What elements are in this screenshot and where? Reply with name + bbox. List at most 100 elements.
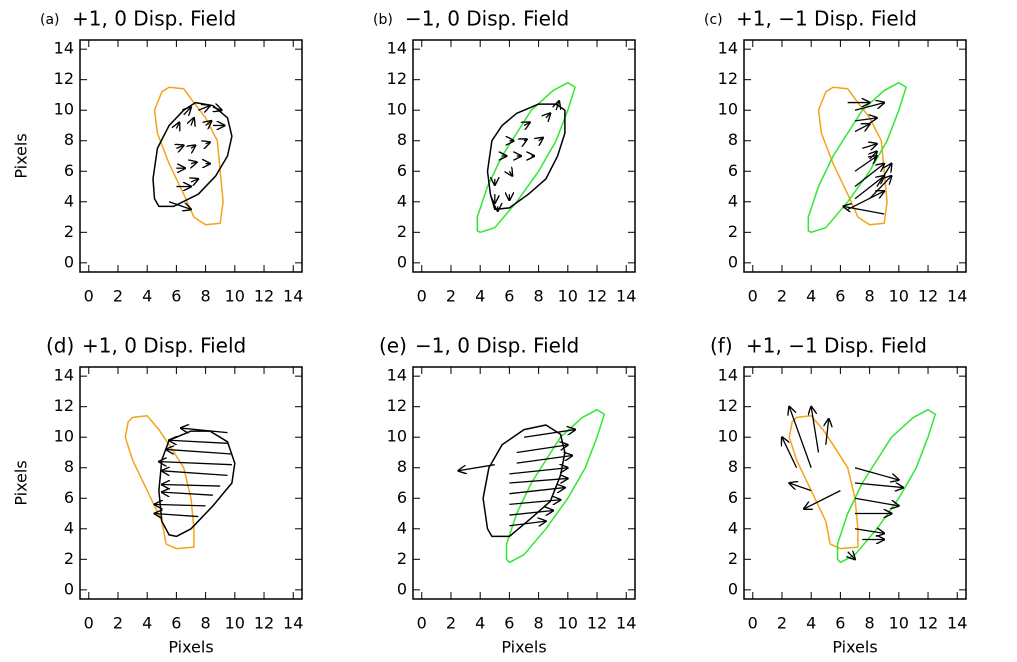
panel-title: +1, −1 Disp. Field bbox=[746, 334, 927, 358]
y-tick-label: 14 bbox=[387, 39, 407, 58]
x-axis-label: Pixels bbox=[168, 638, 213, 657]
x-tick-label: 14 bbox=[616, 287, 636, 306]
panel-title: +1, 0 Disp. Field bbox=[82, 334, 246, 358]
contour bbox=[788, 415, 859, 550]
contour bbox=[817, 86, 888, 226]
vector-arrow bbox=[162, 485, 221, 487]
contour bbox=[486, 103, 566, 211]
x-tick-label: 8 bbox=[534, 287, 544, 306]
y-tick-label: 2 bbox=[728, 549, 738, 568]
vector-arrow bbox=[509, 478, 567, 484]
vector-arrow bbox=[804, 490, 841, 509]
vector-arrow bbox=[854, 483, 903, 488]
vector-arrow bbox=[181, 428, 228, 433]
contour bbox=[482, 424, 566, 538]
vector-arrow bbox=[516, 456, 573, 464]
x-tick-label: 12 bbox=[587, 614, 607, 633]
vector-arrow bbox=[458, 464, 495, 471]
y-tick-label: 4 bbox=[64, 518, 74, 537]
x-tick-label: 0 bbox=[84, 614, 94, 633]
y-axis-label: Pixels bbox=[12, 133, 31, 178]
vector-arrow bbox=[854, 467, 899, 480]
vector-arrow bbox=[206, 121, 212, 126]
vector-arrow bbox=[184, 107, 191, 115]
x-tick-label: 4 bbox=[142, 287, 152, 306]
x-tick-label: 2 bbox=[446, 287, 456, 306]
y-tick-label: 4 bbox=[397, 518, 407, 537]
x-tick-label: 12 bbox=[918, 287, 938, 306]
vector-arrow bbox=[509, 521, 546, 526]
vector-arrow bbox=[789, 483, 812, 492]
plot-frame bbox=[79, 39, 303, 273]
y-tick-label: 6 bbox=[64, 161, 74, 180]
x-tick-label: 10 bbox=[558, 287, 578, 306]
x-tick-label: 6 bbox=[835, 287, 845, 306]
vector-arrow bbox=[862, 144, 877, 149]
y-tick-label: 6 bbox=[728, 488, 738, 507]
x-tick-label: 12 bbox=[254, 287, 274, 306]
vector-arrow bbox=[546, 113, 550, 118]
panel-label: (e) bbox=[379, 334, 407, 358]
vector-arrow bbox=[509, 468, 567, 475]
x-tick-label: 14 bbox=[283, 287, 303, 306]
vector-arrow bbox=[848, 552, 855, 560]
x-tick-label: 2 bbox=[777, 287, 787, 306]
vector-arrow bbox=[191, 118, 194, 126]
x-tick-label: 8 bbox=[201, 614, 211, 633]
y-tick-label: 14 bbox=[54, 366, 74, 385]
x-tick-label: 0 bbox=[417, 614, 427, 633]
x-tick-label: 4 bbox=[142, 614, 152, 633]
vector-arrow bbox=[876, 164, 892, 187]
vector-arrow bbox=[176, 122, 179, 128]
y-tick-label: 12 bbox=[54, 69, 74, 88]
y-tick-label: 12 bbox=[387, 69, 407, 88]
x-tick-label: 8 bbox=[534, 614, 544, 633]
plot-frame bbox=[412, 366, 636, 600]
y-tick-label: 12 bbox=[54, 396, 74, 415]
y-tick-label: 8 bbox=[397, 130, 407, 149]
y-tick-label: 2 bbox=[64, 222, 74, 241]
y-tick-label: 14 bbox=[54, 39, 74, 58]
x-tick-label: 4 bbox=[475, 614, 485, 633]
plot-frame bbox=[743, 366, 967, 600]
x-tick-label: 6 bbox=[504, 614, 514, 633]
plot-frame bbox=[79, 366, 303, 600]
vector-arrow bbox=[516, 445, 568, 454]
panel-label: (f) bbox=[710, 334, 733, 358]
vector-arrow bbox=[162, 471, 228, 477]
vector-arrow bbox=[854, 118, 877, 121]
vector-arrow bbox=[176, 145, 183, 148]
vector-arrow bbox=[843, 206, 885, 215]
vector-arrow bbox=[168, 201, 191, 210]
y-tick-label: 0 bbox=[397, 252, 407, 271]
vector-arrow bbox=[154, 504, 206, 506]
vector-arrow bbox=[782, 437, 798, 469]
y-tick-label: 12 bbox=[718, 396, 738, 415]
plot-frame bbox=[743, 39, 967, 273]
y-tick-label: 6 bbox=[728, 161, 738, 180]
y-tick-label: 12 bbox=[718, 69, 738, 88]
x-tick-label: 2 bbox=[113, 614, 123, 633]
vector-arrow bbox=[191, 179, 198, 182]
x-tick-label: 8 bbox=[865, 287, 875, 306]
vector-arrow bbox=[524, 122, 530, 125]
x-tick-label: 6 bbox=[504, 287, 514, 306]
vector-arrow bbox=[847, 191, 885, 211]
x-tick-label: 8 bbox=[865, 614, 875, 633]
contour bbox=[124, 415, 195, 550]
vector-arrow bbox=[811, 407, 820, 453]
vector-arrow bbox=[191, 162, 197, 164]
y-tick-label: 0 bbox=[728, 252, 738, 271]
vector-arrow bbox=[509, 488, 564, 495]
vector-arrow bbox=[198, 106, 210, 111]
x-tick-label: 12 bbox=[254, 614, 274, 633]
x-tick-label: 14 bbox=[947, 287, 967, 306]
x-tick-label: 0 bbox=[84, 287, 94, 306]
vector-arrow bbox=[154, 514, 199, 517]
x-tick-label: 4 bbox=[475, 287, 485, 306]
x-tick-label: 2 bbox=[777, 614, 787, 633]
